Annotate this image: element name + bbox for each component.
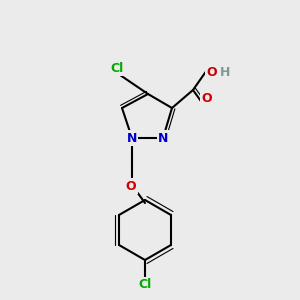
Text: H: H (220, 67, 230, 80)
Text: N: N (158, 131, 168, 145)
Text: O: O (207, 67, 217, 80)
Text: O: O (126, 179, 136, 193)
Text: Cl: Cl (138, 278, 152, 292)
Text: N: N (127, 131, 137, 145)
Text: Cl: Cl (110, 61, 124, 74)
Text: O: O (202, 92, 212, 106)
